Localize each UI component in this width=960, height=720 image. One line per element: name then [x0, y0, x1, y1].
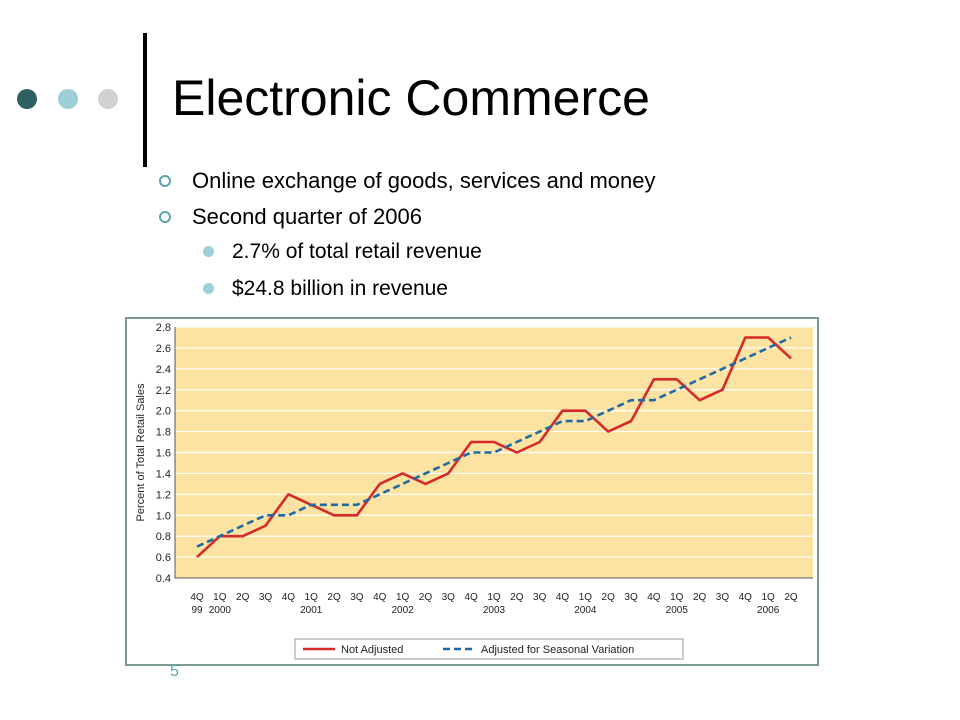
x-tick-label: 4Q — [464, 592, 478, 603]
series-line-adjusted — [196, 336, 792, 548]
x-year-label: 2005 — [666, 605, 689, 616]
sub-bullet-marker — [203, 246, 214, 257]
y-tick-label: 1.0 — [156, 510, 171, 522]
x-tick-label: 4Q — [647, 592, 661, 603]
x-tick-label: 2Q — [510, 592, 524, 603]
x-tick-label: 1Q — [579, 592, 593, 603]
x-tick-label: 1Q — [761, 592, 775, 603]
bullet-marker — [159, 211, 171, 223]
x-tick-label: 2Q — [419, 592, 433, 603]
x-tick-label: 2Q — [602, 592, 616, 603]
decor-dot-mid — [58, 89, 78, 109]
x-tick-label: 1Q — [396, 592, 410, 603]
decor-dot-dark — [17, 89, 37, 109]
x-tick-label: 3Q — [259, 592, 273, 603]
x-year-label: 2002 — [391, 605, 414, 616]
y-tick-label: 0.6 — [156, 552, 171, 564]
x-tick-label: 1Q — [670, 592, 684, 603]
x-tick-label: 1Q — [305, 592, 319, 603]
x-tick-label: 4Q — [739, 592, 753, 603]
x-year-label: 2001 — [300, 605, 323, 616]
sub-bullet-2: $24.8 billion in revenue — [232, 277, 448, 300]
x-year-label: 2000 — [209, 605, 232, 616]
x-tick-label: 3Q — [442, 592, 456, 603]
y-tick-label: 1.6 — [156, 448, 171, 460]
y-tick-label: 2.6 — [156, 343, 171, 355]
y-tick-label: 2.4 — [156, 364, 171, 376]
x-tick-label: 3Q — [716, 592, 730, 603]
bullet-1: Online exchange of goods, services and m… — [192, 168, 656, 193]
bullet-2: Second quarter of 2006 — [192, 204, 422, 229]
legend-label: Adjusted for Seasonal Variation — [481, 644, 634, 656]
slide-title: Electronic Commerce — [172, 70, 650, 126]
legend-box — [294, 638, 684, 660]
x-tick-label: 2Q — [236, 592, 250, 603]
slide-number: 5 — [170, 663, 179, 680]
x-tick-label: 3Q — [350, 592, 364, 603]
y-tick-label: 0.8 — [156, 531, 171, 543]
y-tick-label: 2.0 — [156, 406, 171, 418]
x-tick-label: 2Q — [693, 592, 707, 603]
x-tick-label: 3Q — [624, 592, 638, 603]
x-year-label: 99 — [191, 605, 203, 616]
sub-bullet-marker — [203, 283, 214, 294]
decor-dot-light — [98, 89, 118, 109]
x-tick-label: 4Q — [556, 592, 570, 603]
bullet-marker — [159, 175, 171, 187]
x-tick-label: 3Q — [533, 592, 547, 603]
x-tick-label: 1Q — [213, 592, 227, 603]
x-tick-label: 4Q — [190, 592, 204, 603]
series-line-not-adjusted — [196, 336, 792, 559]
title-divider — [143, 33, 147, 167]
chart-frame: 0.4 0.6 0.8 1.0 1.2 1.4 1.6 1.8 2.0 2.2 2.4 2.6 2.8 P… — [125, 317, 819, 666]
sub-bullet-1: 2.7% of total retail revenue — [232, 240, 482, 263]
x-tick-label: 2Q — [784, 592, 798, 603]
x-tick-label: 2Q — [327, 592, 341, 603]
legend-label: Not Adjusted — [341, 644, 403, 656]
y-axis-label: Percent of Total Retail Sales — [135, 383, 147, 521]
y-tick-label: 0.4 — [156, 573, 171, 585]
x-tick-label: 4Q — [373, 592, 387, 603]
y-tick-label: 2.2 — [156, 385, 171, 397]
x-year-label: 2006 — [757, 605, 780, 616]
x-year-label: 2004 — [574, 605, 597, 616]
y-tick-label: 1.8 — [156, 427, 171, 439]
x-tick-label: 4Q — [282, 592, 296, 603]
x-year-label: 2003 — [483, 605, 506, 616]
x-tick-label: 1Q — [487, 592, 501, 603]
y-tick-label: 1.2 — [156, 489, 171, 501]
y-tick-label: 2.8 — [156, 322, 171, 334]
line-chart: 0.4 0.6 0.8 1.0 1.2 1.4 1.6 1.8 2.0 2.2 2.4 2.6 2.8 P… — [135, 322, 813, 660]
y-tick-label: 1.4 — [156, 468, 171, 480]
